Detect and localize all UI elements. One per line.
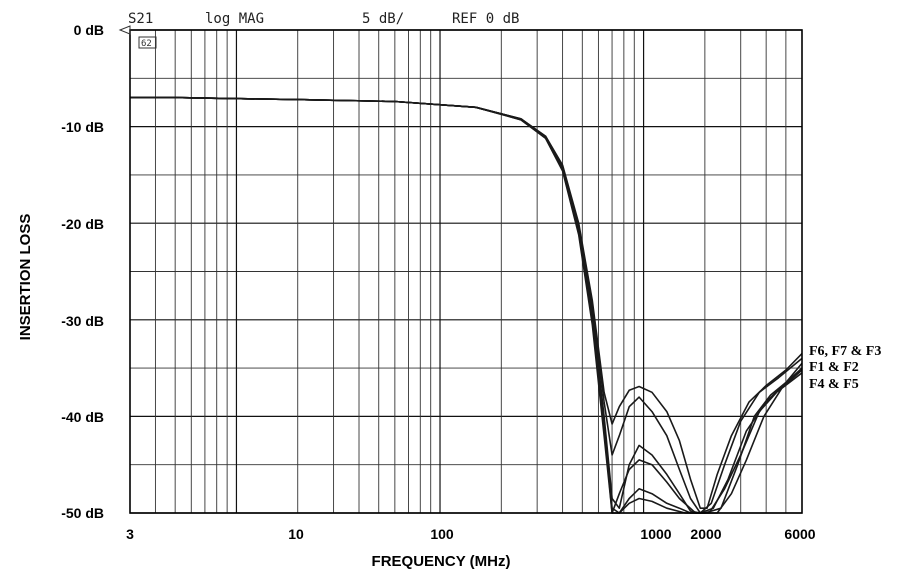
series-line <box>130 96 803 514</box>
x-tick-label: 1000 <box>640 526 671 542</box>
legend-entry: F6, F7 & F3 <box>809 344 881 359</box>
y-tick-label: 0 dB <box>74 22 104 38</box>
legend: F6, F7 & F3 F1 & F2 F4 & F5 <box>809 344 881 392</box>
plot-frame <box>129 29 803 514</box>
x-tick-label: 100 <box>430 526 454 542</box>
y-tick-labels: 0 dB -10 dB -20 dB -30 dB -40 dB -50 dB <box>61 22 104 521</box>
y-axis-label: INSERTION LOSS <box>17 214 34 341</box>
y-tick-label: -30 dB <box>61 313 104 329</box>
reference-arrow-icon <box>118 25 131 35</box>
grid <box>129 29 803 514</box>
legend-entry: F1 & F2 <box>809 360 859 375</box>
y-tick-label: -40 dB <box>61 409 104 425</box>
x-tick-labels: 3 10 100 1000 2000 6000 <box>126 526 816 542</box>
x-axis-label: FREQUENCY (MHz) <box>372 553 511 570</box>
series-line <box>130 96 803 514</box>
series-line <box>130 96 803 514</box>
series-line <box>130 96 803 509</box>
series-line <box>130 96 803 514</box>
series-line <box>130 96 803 514</box>
x-tick-label: 6000 <box>784 526 815 542</box>
y-tick-label: -20 dB <box>61 216 104 232</box>
curves <box>130 96 803 514</box>
x-tick-label: 3 <box>126 526 134 542</box>
y-tick-label: -10 dB <box>61 119 104 135</box>
y-tick-label: -50 dB <box>61 505 104 521</box>
header-reference: REF 0 dB <box>452 11 519 27</box>
header-trace: S21 <box>128 11 153 27</box>
marker-box-label: 62 <box>141 39 152 49</box>
x-tick-label: 2000 <box>690 526 721 542</box>
legend-entry: F4 & F5 <box>809 377 859 392</box>
x-tick-label: 10 <box>288 526 304 542</box>
header-scale: 5 dB/ <box>362 11 404 27</box>
header-format: log MAG <box>205 11 264 27</box>
marker-box <box>138 36 157 49</box>
